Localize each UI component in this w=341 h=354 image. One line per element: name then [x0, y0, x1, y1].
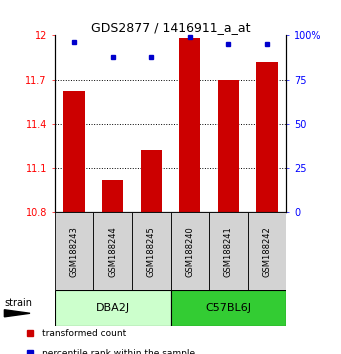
Text: GSM188242: GSM188242 [263, 226, 272, 277]
Bar [93, 212, 132, 290]
Text: GSM188243: GSM188243 [69, 226, 78, 277]
Bar [55, 212, 93, 290]
Bar [140, 150, 162, 212]
Polygon shape [4, 310, 30, 317]
Bar [256, 62, 278, 212]
Text: DBA2J: DBA2J [95, 303, 130, 313]
Text: strain: strain [4, 298, 32, 308]
Text: GSM188244: GSM188244 [108, 226, 117, 277]
Bar [102, 180, 123, 212]
Text: GSM188245: GSM188245 [147, 226, 156, 277]
Bar [218, 80, 239, 212]
Bar [63, 91, 85, 212]
Bar [132, 212, 170, 290]
Bar [170, 290, 286, 326]
Text: GSM188240: GSM188240 [185, 226, 194, 277]
Text: C57BL6J: C57BL6J [206, 303, 251, 313]
Bar [179, 38, 201, 212]
Text: transformed count: transformed count [42, 329, 127, 338]
Bar [248, 212, 286, 290]
Bar [55, 290, 170, 326]
Bar [170, 212, 209, 290]
Bar [209, 212, 248, 290]
Text: GSM188241: GSM188241 [224, 226, 233, 277]
Text: percentile rank within the sample: percentile rank within the sample [42, 349, 195, 354]
Title: GDS2877 / 1416911_a_at: GDS2877 / 1416911_a_at [91, 21, 250, 34]
